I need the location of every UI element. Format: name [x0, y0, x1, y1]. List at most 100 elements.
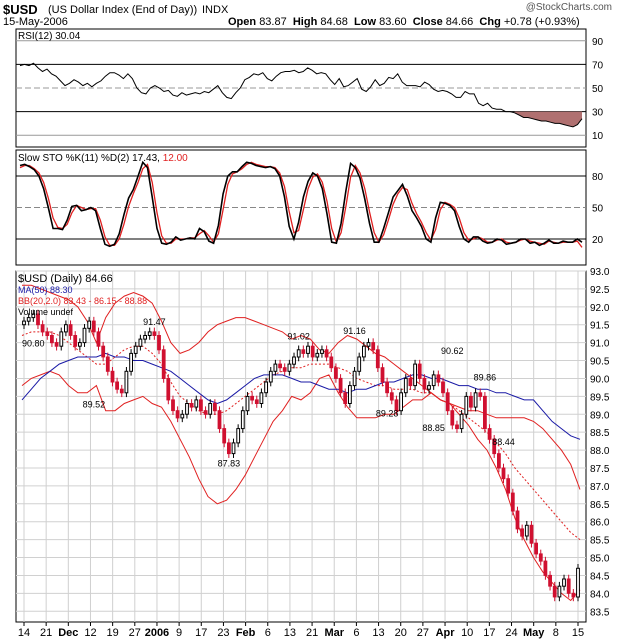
price-tick-label: 91.5	[590, 321, 610, 332]
rsi-tick-label: 10	[592, 131, 604, 142]
x-tick-label: 20	[395, 627, 407, 639]
candle-body	[227, 442, 231, 455]
candle-body	[366, 342, 371, 347]
x-tick-label: 13	[372, 627, 384, 639]
price-tick-label: 84.0	[590, 589, 610, 600]
candle-body	[431, 374, 436, 387]
price-tick-label: 85.5	[590, 536, 610, 547]
instrument-name: (US Dollar Index (End of Day))	[48, 4, 198, 16]
candle-body	[338, 377, 343, 394]
price-annotation: 89.28	[376, 408, 399, 418]
candle-body	[50, 335, 54, 344]
price-annotation: 90.62	[441, 346, 464, 356]
candle-body	[36, 313, 40, 326]
x-tick-label: Mar	[324, 627, 344, 639]
candle-body	[375, 349, 380, 369]
price-annotation: 89.52	[83, 400, 106, 410]
x-tick-label: 8	[553, 627, 559, 639]
legend-volume: Volume undef	[18, 307, 74, 317]
candle-body	[254, 399, 259, 404]
candle-body	[87, 320, 92, 329]
low-value: 83.60	[379, 16, 407, 28]
candle-body	[371, 342, 376, 351]
x-tick-label: 14	[18, 627, 30, 639]
candle-body	[571, 592, 576, 598]
candle-body	[101, 345, 106, 358]
candle-body	[171, 399, 175, 412]
watermark: @StockCharts.com	[525, 2, 612, 13]
exchange: INDX	[202, 4, 229, 16]
candle-body	[399, 392, 404, 412]
candle-body	[110, 370, 115, 383]
candle-body	[199, 399, 203, 412]
candle-body	[427, 385, 431, 390]
candle-body	[408, 377, 413, 387]
candle-body	[450, 410, 455, 426]
price-annotation: 91.47	[143, 317, 166, 327]
candle-body	[394, 399, 399, 412]
candle-body	[40, 324, 45, 333]
rsi-tick-label: 50	[592, 84, 604, 95]
open-label: Open	[228, 16, 257, 28]
rsi-tick-label: 70	[592, 60, 604, 71]
ma50-line	[21, 352, 581, 440]
symbol: $USD	[3, 2, 38, 17]
candle-body	[389, 392, 394, 401]
candle-body	[380, 367, 385, 383]
candle-body	[497, 453, 501, 469]
price-annotation: 91.16	[343, 326, 366, 336]
candle-body	[566, 578, 571, 594]
x-tick-label: Apr	[436, 627, 456, 639]
sto-k-line	[19, 160, 583, 248]
candle-body	[78, 342, 82, 347]
candle-body	[524, 524, 529, 537]
candle-body	[91, 320, 96, 333]
x-tick-label: 23	[217, 627, 229, 639]
candle-body	[129, 352, 133, 372]
price-tick-label: 92.5	[590, 285, 610, 296]
price-tick-label: 92.0	[590, 303, 610, 314]
candle-body	[161, 349, 166, 379]
candle-body	[54, 342, 59, 347]
candle-body	[464, 395, 469, 415]
candle-body	[576, 567, 580, 598]
price-tick-label: 86.0	[590, 518, 610, 529]
close-value: 84.66	[445, 16, 474, 28]
price-tick-label: 87.0	[590, 482, 610, 493]
ohlc-readout: Open 83.87 High 84.68 Low 83.60 Close 84…	[228, 16, 580, 28]
candle-body	[301, 349, 306, 354]
rsi-label: RSI(12) 30.04	[18, 31, 81, 42]
candle-body	[469, 395, 473, 408]
candle-body	[143, 335, 147, 340]
candle-body	[287, 363, 292, 372]
price-tick-label: 89.5	[590, 392, 610, 403]
candle-body	[250, 395, 254, 401]
candle-body	[441, 381, 445, 394]
candle-body	[26, 317, 31, 322]
price-legend: $USD (Daily) 84.66 MA(50) 88.30 BB(20,2.…	[18, 274, 147, 318]
candle-body	[138, 338, 143, 347]
candle-body	[492, 438, 497, 455]
candle-body	[236, 428, 241, 444]
candle-body	[445, 392, 450, 412]
sto-tick-label: 80	[592, 172, 604, 183]
candle-body	[320, 349, 324, 354]
price-annotation: 90.80	[22, 339, 45, 349]
x-tick-label: 6	[353, 627, 359, 639]
open-value: 83.87	[259, 16, 287, 28]
candle-body	[487, 428, 492, 440]
candle-body	[422, 377, 427, 390]
price-annotation: 87.83	[218, 459, 241, 469]
candle-body	[73, 335, 78, 347]
x-tick-label: Dec	[58, 627, 78, 639]
bb-lower-line	[21, 370, 581, 602]
candle-body	[64, 324, 68, 333]
candle-body	[543, 560, 548, 576]
candle-body	[180, 413, 185, 419]
price-tick-label: 90.5	[590, 357, 610, 368]
sto-tick-label: 20	[592, 235, 604, 246]
candle-body	[68, 324, 73, 336]
candle-body	[175, 410, 180, 419]
candle-body	[334, 367, 338, 379]
